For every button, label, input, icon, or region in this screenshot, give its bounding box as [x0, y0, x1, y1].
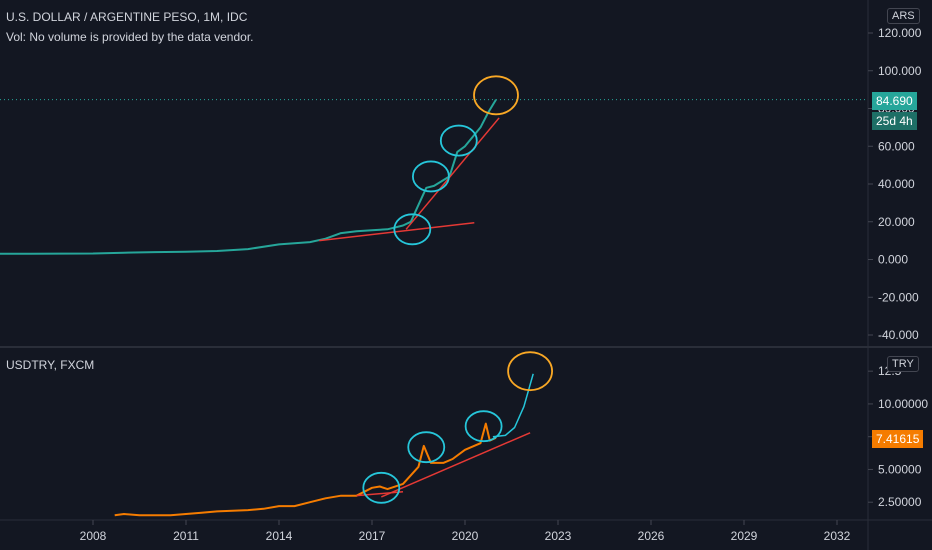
x-tick-label: 2014 — [266, 529, 293, 543]
x-tick-label: 2026 — [638, 529, 665, 543]
top-pane-title: U.S. DOLLAR / ARGENTINE PESO, 1M, IDC — [6, 10, 248, 24]
ars-y-tick-label: 20.000 — [878, 215, 915, 229]
ars-y-tick-label: 40.000 — [878, 177, 915, 191]
ars-annotation-circle — [439, 124, 478, 157]
try-last-price-tag: 7.41615 — [872, 430, 924, 448]
x-tick-label: 2011 — [173, 529, 199, 543]
ars-trendline — [319, 221, 475, 242]
ars-trendline — [405, 117, 500, 230]
x-tick-label: 2032 — [824, 529, 851, 543]
ars-y-tick-label: -20.000 — [878, 290, 919, 304]
try-y-tick-label: 2.50000 — [878, 495, 922, 509]
ars-annotation-circle — [411, 160, 450, 193]
bottom-pane-title: USDTRY, FXCM — [6, 358, 95, 372]
try-series-line-1 — [492, 373, 534, 438]
x-tick-label: 2020 — [452, 529, 479, 543]
try-series-line-0 — [114, 422, 497, 517]
x-tick-label: 2023 — [545, 529, 572, 543]
volume-note: Vol: No volume is provided by the data v… — [6, 30, 254, 44]
ars-y-tick-label: 0.000 — [878, 253, 908, 267]
x-tick-label: 2029 — [731, 529, 758, 543]
ars-currency-badge[interactable]: ARS — [887, 8, 920, 24]
try-y-tick-label: 10.00000 — [878, 397, 928, 411]
try-annotation-circle — [362, 471, 401, 504]
ars-last-price-tag: 84.690 — [872, 92, 917, 110]
x-tick-label: 2008 — [80, 529, 107, 543]
try-annotation-circle — [407, 431, 446, 464]
try-annotation-circle — [507, 351, 553, 392]
ars-y-tick-label: 100.000 — [878, 64, 922, 78]
ars-countdown-tag: 25d 4h — [872, 112, 917, 130]
x-tick-label: 2017 — [359, 529, 386, 543]
ars-y-tick-label: -40.000 — [878, 328, 919, 342]
try-trendline — [356, 490, 404, 497]
try-y-tick-label: 5.00000 — [878, 462, 922, 476]
try-trendline — [381, 432, 531, 498]
ars-annotation-circle — [473, 75, 519, 116]
ars-annotation-circle — [393, 213, 432, 246]
ars-series-line-0 — [0, 99, 497, 255]
ars-y-tick-label: 60.000 — [878, 139, 915, 153]
ars-y-tick-label: 120.000 — [878, 26, 922, 40]
try-annotation-circle — [464, 410, 503, 443]
try-currency-badge[interactable]: TRY — [887, 356, 919, 372]
